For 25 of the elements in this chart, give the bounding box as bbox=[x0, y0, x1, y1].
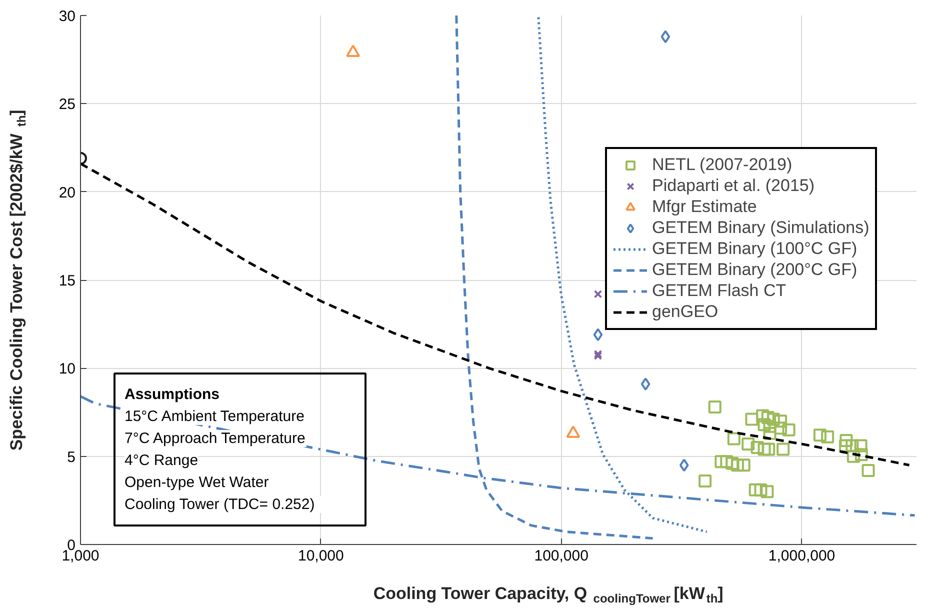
annotation: 4°C Range bbox=[124, 452, 198, 469]
legend-label: GETEM Flash CT bbox=[652, 281, 786, 301]
annotation: 15°C Ambient Temperature bbox=[124, 408, 304, 425]
y-tick-label: 25 bbox=[58, 96, 76, 114]
x-tick-label: 1,000,000 bbox=[768, 548, 836, 564]
legend-label: Mfgr Estimate bbox=[652, 197, 757, 217]
legend-label: Pidaparti et al. (2015) bbox=[652, 176, 815, 196]
annotation: 7°C Approach Temperature bbox=[124, 430, 306, 447]
y-tick-label: 5 bbox=[67, 448, 76, 466]
legend-label: GETEM Binary (100°C GF) bbox=[652, 239, 858, 259]
x-tick-label: 10,000 bbox=[298, 548, 344, 564]
y-tick-label: 15 bbox=[58, 272, 76, 290]
x-tick-label: 100,000 bbox=[534, 548, 588, 564]
legend-label: genGEO bbox=[652, 302, 718, 322]
legend-label: NETL (2007-2019) bbox=[652, 155, 792, 175]
y-tick-label: 10 bbox=[58, 360, 76, 378]
legend-label: GETEM Binary (200°C GF) bbox=[652, 260, 858, 280]
annotation: Cooling Tower (TDC= 0.252) bbox=[124, 496, 315, 513]
annotation: Assumptions bbox=[124, 386, 220, 403]
y-axis-title: Specific Cooling Tower Cost [2002$/kWth] bbox=[7, 110, 29, 451]
y-tick-label: 20 bbox=[58, 184, 76, 202]
y-tick-label: 30 bbox=[58, 8, 76, 25]
annotation: Open-type Wet Water bbox=[124, 474, 269, 491]
legend-label: GETEM Binary (Simulations) bbox=[652, 218, 870, 238]
y-tick-label: 0 bbox=[67, 537, 76, 554]
